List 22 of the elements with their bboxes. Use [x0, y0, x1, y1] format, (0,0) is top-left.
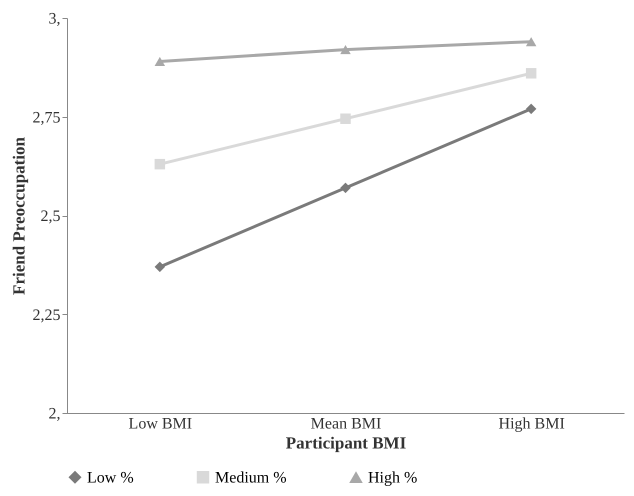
point	[526, 104, 536, 114]
x-tick-label: Low BMI	[128, 416, 192, 432]
point	[526, 68, 536, 79]
point	[526, 37, 536, 46]
point	[154, 262, 166, 272]
legend-label: Medium %	[215, 469, 287, 486]
point	[154, 158, 166, 170]
point	[340, 113, 351, 124]
y-tick-label: 2,75	[32, 109, 60, 126]
legend-label: High %	[368, 470, 418, 486]
y-axis-title: Friend Preoccupation	[10, 136, 28, 295]
legend-label: Low %	[87, 469, 134, 486]
x-axis-title: Participant BMI	[286, 434, 407, 452]
y-tick-label: 3,	[48, 10, 60, 28]
y-tick-label: 2,	[48, 406, 60, 422]
point	[340, 45, 351, 54]
point	[154, 56, 166, 66]
y-tick-label: 2,5	[40, 208, 60, 225]
y-tick-label: 2,25	[32, 306, 60, 324]
x-tick-label: High BMI	[498, 416, 565, 432]
x-tick-label: Mean BMI	[310, 416, 382, 432]
point	[340, 182, 351, 194]
